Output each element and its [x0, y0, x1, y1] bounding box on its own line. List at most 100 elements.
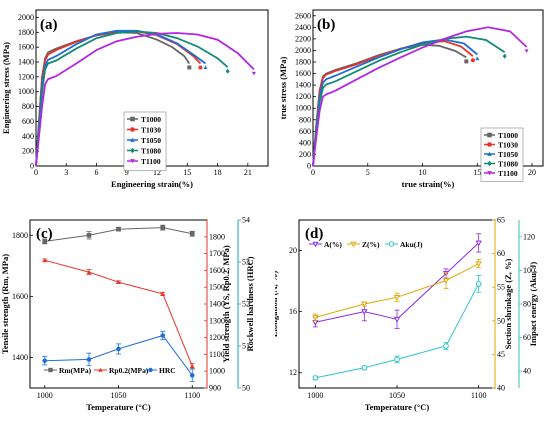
x-tick-label: 20	[528, 168, 536, 177]
legend-label-T1100: T1100	[141, 157, 161, 166]
y-tick-label: 600	[299, 127, 311, 136]
legend-marker-T1000	[487, 132, 492, 138]
legend-label-Aku(J): Aku(J)	[400, 240, 423, 249]
data-point-Z(%)	[393, 294, 401, 301]
x-tick-label: 1000	[307, 391, 323, 400]
data-point-Rm(MPa)	[42, 239, 48, 244]
legend-label-T1030: T1030	[498, 140, 518, 149]
y-tick-label: 1200	[295, 92, 311, 101]
legend-label-T1050: T1050	[498, 150, 518, 159]
series-end-marker-T1000	[187, 65, 192, 70]
legend-marker-Z(%)	[350, 241, 357, 248]
series-end-marker-T1030	[470, 58, 475, 63]
legend-marker-A(%)	[312, 241, 319, 248]
right2-tick-label: 54	[242, 216, 250, 225]
data-point-Rp0.2(MPa)	[86, 269, 92, 274]
y-tick-label: 800	[299, 115, 311, 124]
legend-label-T1080: T1080	[141, 146, 161, 155]
data-point-Rp0.2(MPa)	[189, 363, 195, 368]
panel-label: (d)	[305, 226, 323, 242]
chart-svg-a: 0 3 6 9 12 15 18 21 0 200 400 600 800 1000 1200 1400 160…	[1, 9, 269, 189]
series-end-marker-T1080	[502, 53, 507, 59]
data-point-HRC	[189, 373, 195, 378]
legend-label-T1100: T1100	[498, 169, 518, 178]
y-tick-label: 800	[22, 102, 34, 111]
legend-label-T1050: T1050	[141, 136, 161, 145]
data-point-Rp0.2(MPa)	[42, 258, 48, 263]
right1-tick-label: 1500	[209, 283, 225, 292]
panel-b-true-stress-strain: 0 5 10 15 20 0 200 400 600 800 1000 1200 1400 1600 180…	[275, 0, 550, 208]
x-tick-label: 6	[95, 168, 99, 177]
y-axis-label: Engineering stress (MPa)	[1, 42, 11, 134]
y-tick-label: 1000	[295, 104, 311, 113]
series-line-T1000	[35, 31, 191, 167]
chart-svg-d: 1000 1050 1100 Temperature (°C) 12 16 20 Elonga…	[269, 216, 538, 413]
legend-marker-T1080	[487, 160, 492, 167]
legend-marker-T1000	[130, 116, 135, 122]
x-tick-label: 0	[311, 168, 315, 177]
left-tick-label: 1600	[12, 292, 28, 301]
series-end-marker-T1080	[225, 68, 230, 74]
y-axis-label: true stress (MPa)	[278, 57, 288, 120]
left-axis-label: Tensile strength (Rm, MPa)	[0, 254, 10, 354]
right2-tick-label: 120	[523, 232, 535, 241]
x-tick-label: 10	[419, 168, 427, 177]
x-tick-label: 18	[214, 168, 222, 177]
panel-label: (c)	[36, 226, 53, 242]
series-end-marker-T1050	[475, 56, 480, 61]
x-tick-label: 15	[183, 168, 191, 177]
data-point-Aku(J)	[443, 343, 449, 349]
data-point-Rm(MPa)	[189, 231, 195, 237]
legend-marker-T1050	[487, 151, 492, 156]
x-tick-label: 1100	[471, 391, 487, 400]
data-point-HRC	[116, 346, 121, 352]
right1-axis-label: Yield strength (YS, Rp0.2, MPa)	[221, 245, 231, 363]
right1-tick-label: 1000	[209, 367, 225, 376]
right1-tick-label: 50	[497, 316, 505, 325]
legend-label-T1080: T1080	[498, 159, 518, 168]
left-tick-label: 16	[289, 307, 297, 316]
series-line-T1030	[35, 30, 202, 167]
data-point-Aku(J)	[312, 375, 319, 381]
y-tick-label: 1600	[295, 69, 311, 78]
left-tick-label: 1800	[12, 231, 28, 240]
x-tick-label: 0	[34, 168, 38, 177]
data-point-Rp0.2(MPa)	[160, 291, 166, 296]
y-tick-label: 2200	[295, 34, 311, 43]
data-point-A(%)	[393, 316, 401, 323]
y-tick-label: 200	[22, 147, 34, 156]
panel-c-strength-vs-temperature: 1000 1050 1100 Temperature (°C) 1400 1600 1800…	[0, 208, 275, 417]
series-line-T1050	[35, 29, 207, 167]
x-axis-label: true strain(%)	[402, 179, 455, 189]
series-end-marker-T1000	[464, 59, 469, 64]
right1-axis-label: Section shrinkage (Z, %)	[503, 258, 513, 349]
legend-label-Z(%): Z(%)	[362, 240, 380, 249]
x-axis-label: Temperature (°C)	[365, 402, 430, 412]
y-tick-label: 2400	[295, 23, 311, 32]
right1-tick-label: 1300	[209, 316, 225, 325]
chart-svg-b: 0 5 10 15 2002004006008001000120014001600180…	[278, 9, 544, 189]
right1-tick-label: 1400	[209, 300, 225, 309]
y-tick-label: 2000	[295, 46, 311, 55]
x-axis-label: Temperature (°C)	[86, 402, 151, 412]
x-tick-label: 1050	[111, 391, 127, 400]
legend-label-T1030: T1030	[141, 125, 161, 134]
data-point-HRC	[160, 333, 166, 338]
y-tick-label: 200	[299, 150, 311, 159]
data-point-Z(%)	[475, 261, 482, 268]
right2-tick-label: 100	[523, 266, 535, 275]
x-tick-label: 3	[64, 168, 68, 177]
x-tick-label: 1050	[389, 391, 405, 400]
legend-marker-T1100	[487, 171, 492, 176]
y-tick-label: 1800	[295, 58, 311, 67]
legend-label-Rm(MPa): Rm(MPa)	[59, 366, 92, 375]
legend-label-A(%): A(%)	[324, 240, 342, 249]
data-point-Rp0.2(MPa)	[116, 279, 121, 284]
legend-marker-Rp0.2(MPa)	[98, 367, 103, 372]
series-line-T1030	[312, 40, 474, 167]
legend-label-T1000: T1000	[498, 131, 518, 140]
right1-tick-label: 1800	[209, 232, 225, 241]
data-point-Rm(MPa)	[160, 225, 166, 230]
right1-tick-label: 40	[497, 384, 505, 393]
data-point-Aku(J)	[475, 281, 482, 287]
